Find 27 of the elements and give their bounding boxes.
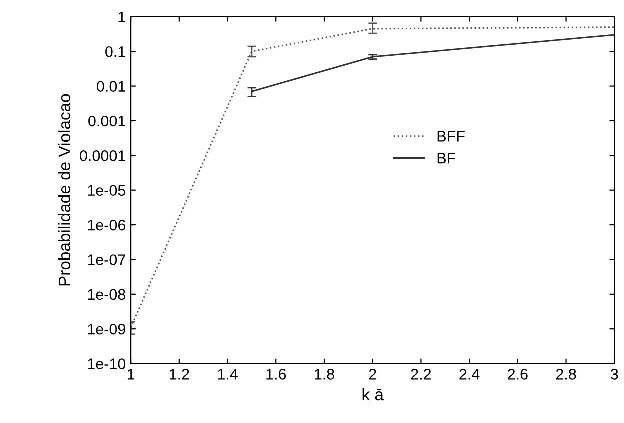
x-tick-label: 2.6: [508, 369, 528, 380]
y-tick-label: 1e-05: [88, 185, 126, 196]
x-tick-label: 2: [369, 369, 376, 380]
x-tick-label: 2.2: [411, 369, 432, 380]
line-series: [131, 26, 615, 328]
legend-label: BF: [438, 153, 456, 164]
x-tick-label: 2.4: [460, 369, 480, 380]
y-tick-label: 1e-06: [88, 220, 126, 231]
x-tick-label: 1: [128, 369, 135, 380]
y-tick-label: 0.0001: [80, 150, 126, 162]
y-tick-label: 1e-09: [88, 324, 126, 335]
y-tick-label: 1: [118, 12, 126, 22]
y-tick-label: 1e-08: [88, 289, 126, 300]
x-tick-label: 1.2: [170, 369, 190, 380]
y-tick-label: 1e-07: [88, 254, 126, 266]
x-tick-label: 1.4: [218, 369, 238, 380]
y-tick-label: 0.1: [106, 46, 126, 58]
y-tick-label: 0.001: [88, 116, 126, 127]
y-tick-label: 1e-10: [88, 358, 126, 370]
legend-label: BFF: [438, 131, 465, 142]
y-tick-label: 0.01: [97, 81, 126, 92]
x-tick-label: 3: [610, 369, 618, 380]
x-tick-label: 1.6: [266, 369, 286, 380]
x-tick-label: 2.8: [556, 369, 576, 380]
x-tick-label: 1.8: [315, 369, 334, 380]
y-axis-title: Probabilidade de Violacao: [58, 94, 71, 286]
x-axis-title: k ā: [362, 388, 384, 401]
